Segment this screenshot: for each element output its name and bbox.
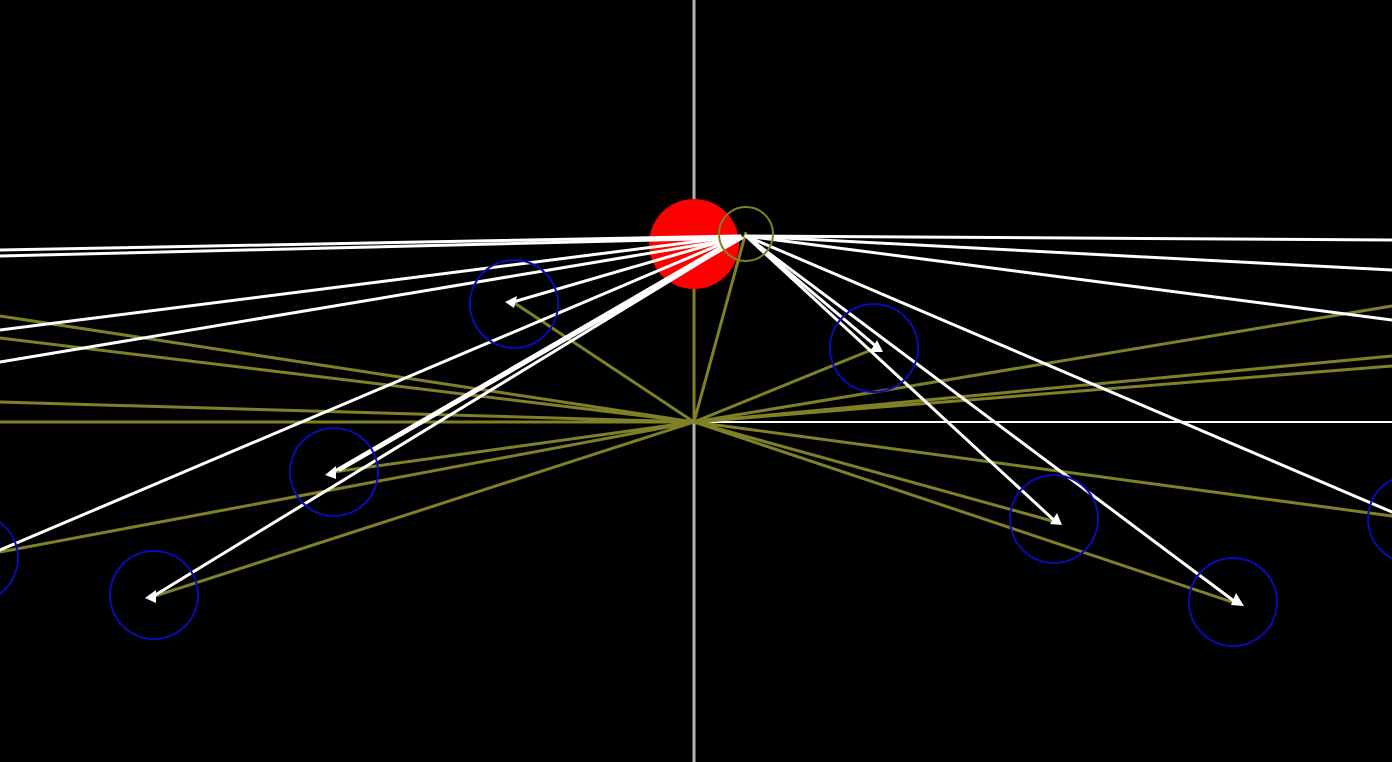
vector-lines (0, 234, 1392, 606)
vector-line (0, 234, 742, 332)
node-ring (0, 521, 19, 595)
vector-line (0, 234, 742, 552)
vector-line (744, 234, 1392, 322)
vector-line (0, 234, 742, 252)
arrowhead-icon (145, 590, 156, 603)
node-ring (829, 303, 919, 393)
node-ring (1367, 478, 1392, 560)
link-line (692, 231, 748, 423)
link-line (693, 420, 1057, 524)
vector-line (150, 236, 742, 599)
vector-line (744, 234, 1058, 524)
vector-line (511, 234, 742, 304)
node-ring (1009, 474, 1099, 564)
link-line (693, 364, 1392, 424)
target-ring (718, 206, 774, 262)
vector-line (0, 236, 742, 258)
link-line (693, 354, 1392, 424)
node-ring (1188, 557, 1278, 647)
link-line (151, 420, 695, 599)
node-ring (109, 550, 199, 640)
vector-line (744, 234, 1392, 514)
arrowheads (145, 296, 1244, 606)
vector-line (0, 236, 742, 364)
node-ring (289, 427, 379, 517)
vector-line (744, 234, 1392, 242)
arrowhead-icon (870, 340, 883, 352)
arrowhead-icon (325, 466, 336, 479)
vector-line (744, 234, 1392, 272)
link-line (693, 420, 1239, 606)
node-ring (469, 259, 559, 349)
link-line (0, 420, 695, 554)
vector-line (331, 234, 742, 474)
link-line (0, 336, 695, 424)
arrowhead-icon (1050, 513, 1062, 525)
link-line (0, 400, 695, 424)
arrowhead-icon (505, 296, 517, 308)
link-line (512, 300, 695, 424)
arrowhead-icon (1231, 593, 1244, 606)
vector-line (744, 234, 1240, 606)
link-line (0, 314, 695, 424)
link-line (693, 420, 1392, 518)
node-rings (0, 259, 1392, 647)
link-line (693, 346, 877, 424)
link-line (332, 420, 695, 474)
